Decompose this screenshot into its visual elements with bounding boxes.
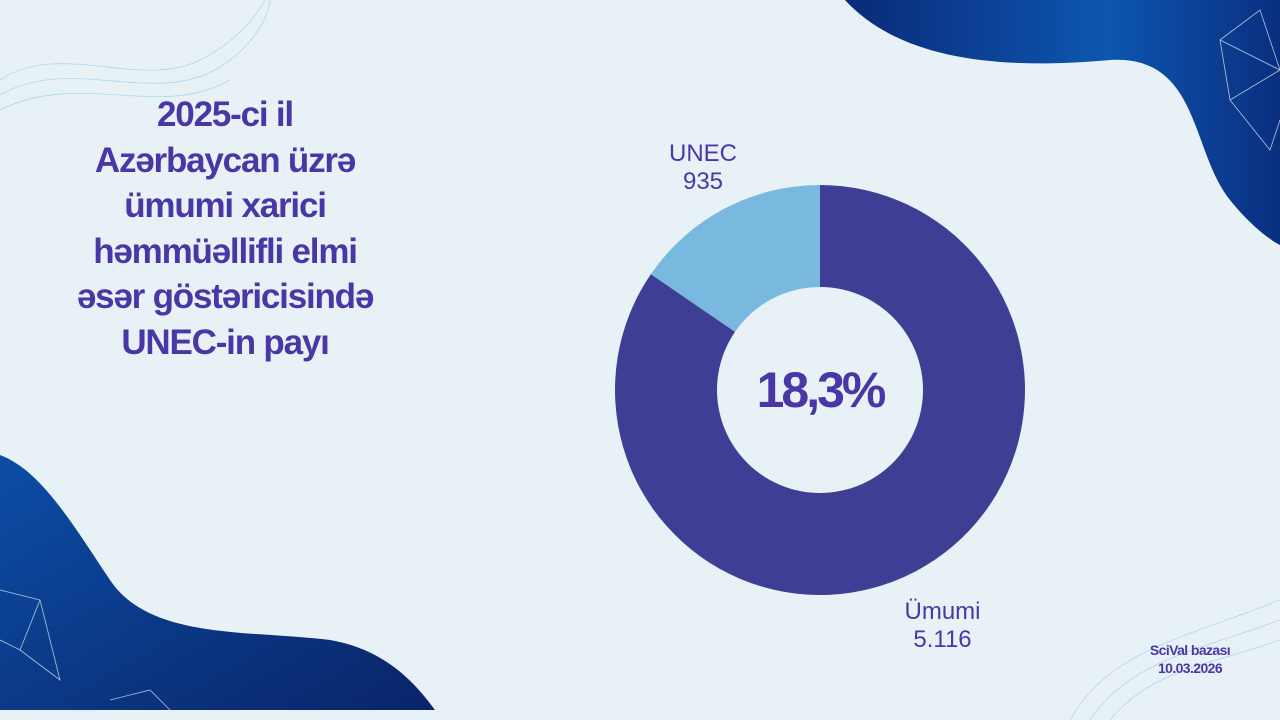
slice-value: 5.116 xyxy=(913,626,972,653)
bottom-left-wave xyxy=(0,455,435,710)
slice-name: UNEC xyxy=(668,140,737,167)
source-name: SciVal bazası xyxy=(1149,642,1231,658)
center-percentage: 18,3% xyxy=(756,362,887,418)
title-line: ümumi xarici xyxy=(124,186,327,225)
source-date: 10.03.2026 xyxy=(1157,660,1223,676)
slice-label-unec: UNEC 935 xyxy=(653,140,753,196)
slice-value: 935 xyxy=(682,168,724,195)
title-line: 2025-ci il xyxy=(157,95,294,134)
slice-label-umumi: Ümumi 5.116 xyxy=(890,598,995,654)
top-right-wave xyxy=(845,0,1280,245)
donut-slice-ümumi xyxy=(615,185,1025,595)
source-note: SciVal bazası 10.03.2026 xyxy=(1120,641,1260,677)
page-title: 2025-ci il Azərbaycan üzrə ümumi xarici … xyxy=(20,92,430,365)
title-line: əsər göstəricisində xyxy=(76,277,374,316)
title-line: Azərbaycan üzrə xyxy=(94,140,356,180)
donut-slice-unec xyxy=(650,185,820,332)
title-line: həmmüəllifli elmi xyxy=(93,231,358,271)
slice-name: Ümumi xyxy=(904,598,981,625)
title-line: UNEC-in payı xyxy=(121,322,329,362)
